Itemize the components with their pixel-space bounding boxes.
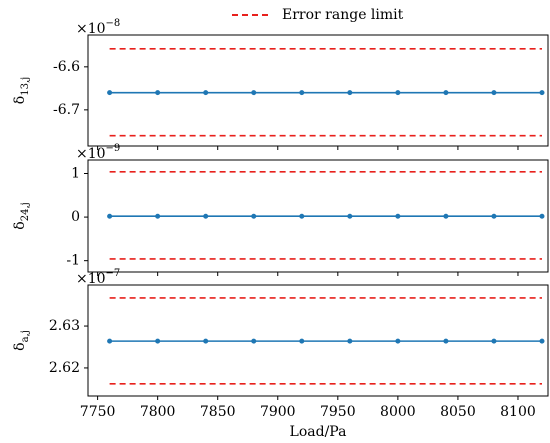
y-axis-label: δ13,j	[12, 77, 31, 104]
data-point	[107, 338, 113, 344]
plot-frame	[87, 159, 549, 273]
data-point	[491, 338, 497, 344]
y-tick-label: 0	[71, 209, 80, 225]
y-offset: ×10−7	[76, 268, 120, 288]
data-point	[107, 213, 113, 219]
y-label-symbol: δ	[12, 342, 28, 350]
x-tick-label: 7900	[260, 404, 296, 420]
data-point	[539, 90, 545, 96]
data-point	[251, 213, 257, 219]
y-label-subscript: 13,j	[20, 77, 31, 96]
data-point	[347, 90, 353, 96]
y-tick-label: 1	[71, 166, 80, 182]
y-axis-label: δ24,j	[12, 202, 31, 229]
plot-frame	[87, 284, 549, 397]
data-point	[395, 90, 401, 96]
data-point	[107, 90, 113, 96]
legend-label: Error range limit	[282, 7, 404, 23]
y-label-subscript: 24,j	[20, 202, 31, 221]
data-point	[299, 213, 305, 219]
data-point	[155, 213, 161, 219]
plot-frame	[87, 34, 549, 147]
y-tick-label: 2.62	[49, 360, 80, 376]
data-point	[203, 338, 209, 344]
data-point	[203, 90, 209, 96]
y-offset: ×10−8	[76, 18, 120, 38]
data-point	[155, 90, 161, 96]
data-point	[203, 213, 209, 219]
x-tick-label: 8100	[500, 404, 536, 420]
data-point	[443, 213, 449, 219]
data-point	[251, 338, 257, 344]
x-tick-label: 7800	[140, 404, 176, 420]
data-point	[395, 213, 401, 219]
y-label-symbol: δ	[12, 96, 28, 104]
y-tick-label: -6.7	[53, 102, 80, 118]
data-point	[347, 213, 353, 219]
data-point	[539, 338, 545, 344]
offset-base: ×10	[76, 146, 106, 162]
y-axis-label: δa,j	[12, 330, 31, 351]
data-point	[443, 338, 449, 344]
y-label-symbol: δ	[12, 221, 28, 229]
offset-base: ×10	[76, 21, 106, 37]
y-label-subscript: a,j	[20, 330, 31, 342]
offset-exponent: −9	[106, 143, 121, 154]
y-tick-label: -6.6	[53, 59, 80, 75]
data-point	[347, 338, 353, 344]
data-point	[395, 338, 401, 344]
data-point	[155, 338, 161, 344]
x-tick-label: 8050	[440, 404, 476, 420]
data-point	[299, 90, 305, 96]
x-tick-label: 7750	[80, 404, 116, 420]
data-point	[251, 90, 257, 96]
data-point	[491, 90, 497, 96]
y-offset: ×10−9	[76, 143, 120, 163]
offset-base: ×10	[76, 271, 106, 287]
x-tick-label: 7850	[200, 404, 236, 420]
offset-exponent: −7	[106, 268, 121, 279]
y-tick-label: 2.63	[49, 318, 80, 334]
data-point	[539, 213, 545, 219]
x-tick-label: 8000	[380, 404, 416, 420]
data-point	[299, 338, 305, 344]
x-tick-label: 7950	[320, 404, 356, 420]
x-axis-label: Load/Pa	[290, 424, 347, 440]
offset-exponent: −8	[106, 18, 121, 29]
data-point	[443, 90, 449, 96]
data-point	[491, 213, 497, 219]
y-tick-label: -1	[66, 253, 80, 269]
